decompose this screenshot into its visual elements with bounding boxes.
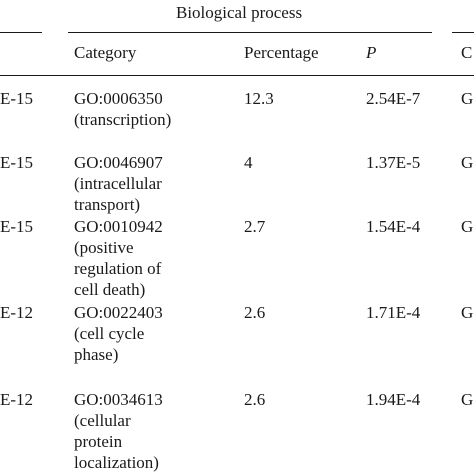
table-row-5-right-partial: G (461, 390, 474, 409)
table-row-1-category: GO:0006350 (transcription) (74, 88, 171, 130)
table-row-1-percentage: 12.3 (244, 89, 274, 108)
category-id: GO:0034613 (74, 390, 163, 409)
column-header-category: Category (74, 43, 137, 62)
category-id: GO:0010942 (74, 217, 163, 236)
table-row-3-percentage: 2.7 (244, 217, 266, 236)
category-desc-line: phase) (74, 345, 119, 364)
table-row-2-percentage: 4 (244, 153, 253, 172)
category-desc-line: (positive (74, 238, 134, 257)
table-row-1-p: 2.54E-7 (366, 89, 421, 108)
column-header-p: P (366, 43, 377, 62)
table-row-3-right-partial: G (461, 217, 474, 236)
left-header-rule (0, 32, 42, 33)
group-header-biological-process: Biological process (176, 3, 303, 22)
table-row-1-right-partial: G (461, 89, 474, 108)
table-row-4-percentage: 2.6 (244, 303, 266, 322)
table-row-5-left-partial: E-12 (0, 390, 34, 409)
category-desc-line: (transcription) (74, 110, 172, 129)
category-id: GO:0022403 (74, 303, 163, 322)
table-row-2-p: 1.37E-5 (366, 153, 421, 172)
category-desc-line: cell death) (74, 280, 146, 299)
table-row-1-left-partial: E-15 (0, 89, 34, 108)
column-header-rule (0, 75, 474, 76)
category-desc-line: regulation of (74, 259, 162, 278)
category-desc-line: (cell cycle (74, 324, 145, 343)
table-row-5-category: GO:0034613 (cellular protein localizatio… (74, 389, 163, 473)
category-id: GO:0006350 (74, 89, 163, 108)
category-desc-line: (intracellular (74, 174, 162, 193)
category-desc-line: (cellular (74, 411, 131, 430)
table-row-4-p: 1.71E-4 (366, 303, 421, 322)
category-id: GO:0046907 (74, 153, 163, 172)
category-desc-line: localization) (74, 453, 159, 472)
biological-process-rule (68, 32, 432, 33)
right-header-rule (452, 32, 474, 33)
table-row-4-right-partial: G (461, 303, 474, 322)
table-row-3-left-partial: E-15 (0, 217, 34, 236)
table-row-5-percentage: 2.6 (244, 390, 266, 409)
table-row-3-category: GO:0010942 (positive regulation of cell … (74, 216, 163, 300)
table-row-4-left-partial: E-12 (0, 303, 34, 322)
category-desc-line: protein (74, 432, 123, 451)
category-desc-line: transport) (74, 195, 141, 214)
column-header-percentage: Percentage (244, 43, 319, 62)
table-row-3-p: 1.54E-4 (366, 217, 421, 236)
column-header-partial-next: C (461, 43, 473, 62)
table-row-2-left-partial: E-15 (0, 153, 34, 172)
table-row-2-right-partial: G (461, 153, 474, 172)
table-row-2-category: GO:0046907 (intracellular transport) (74, 152, 163, 215)
table-row-5-p: 1.94E-4 (366, 390, 421, 409)
table-row-4-category: GO:0022403 (cell cycle phase) (74, 302, 163, 365)
